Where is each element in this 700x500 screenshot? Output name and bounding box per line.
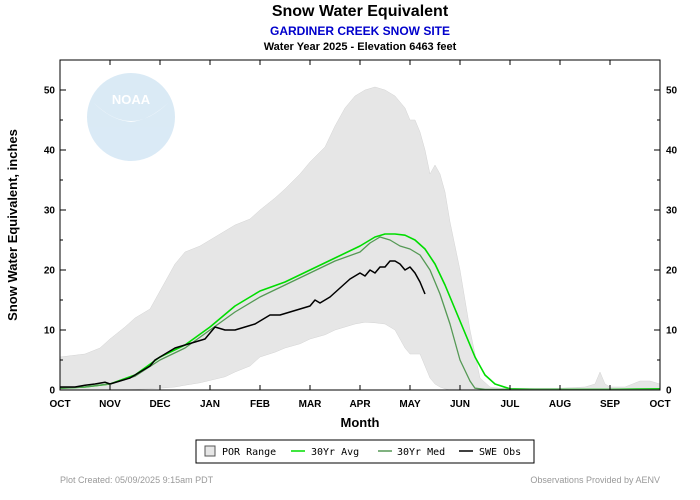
x-tick-label: MAR	[299, 399, 323, 410]
y-tick-label-left: 40	[44, 146, 56, 157]
x-tick-label: OCT	[649, 399, 670, 410]
footer-observations: Observations Provided by AENV	[530, 475, 660, 485]
y-tick-label-left: 0	[49, 386, 55, 397]
legend: POR Range 30Yr Avg 30Yr Med SWE Obs	[195, 439, 535, 464]
y-tick-label-right: 40	[666, 146, 678, 157]
x-tick-label: MAY	[399, 399, 421, 410]
chart-title: Snow Water Equivalent	[272, 3, 449, 20]
legend-label-obs: SWE Obs	[479, 447, 521, 458]
series-lines	[59, 233, 661, 391]
x-tick-label: OCT	[49, 399, 70, 410]
y-tick-label-left: 50	[44, 86, 56, 97]
x-tick-label: AUG	[549, 399, 571, 410]
x-tick-label: NOV	[99, 399, 121, 410]
x-axis-title: Month	[341, 415, 380, 430]
legend-box	[195, 439, 535, 464]
chart-subtitle: GARDINER CREEK SNOW SITE	[270, 24, 450, 38]
x-tick-label: SEP	[600, 399, 620, 410]
series-line-swe-obs	[60, 260, 426, 388]
y-tick-label-left: 10	[44, 326, 56, 337]
y-tick-label-right: 10	[666, 326, 678, 337]
x-tick-label: JUL	[501, 399, 520, 410]
y-tick-label-right: 30	[666, 206, 678, 217]
series-line-30yr-med	[59, 236, 660, 391]
legend-label-med: 30Yr Med	[397, 447, 445, 458]
x-tick-label: APR	[349, 399, 371, 410]
x-tick-label: JUN	[450, 399, 470, 410]
noaa-logo: NOAA	[87, 73, 175, 161]
x-tick-label: JAN	[200, 399, 220, 410]
legend-label-por: POR Range	[222, 447, 276, 458]
y-tick-label-left: 30	[44, 206, 56, 217]
y-tick-label-right: 50	[666, 86, 678, 97]
noaa-logo-text: NOAA	[112, 92, 151, 107]
y-axis-title: Snow Water Equivalent, inches	[5, 129, 20, 321]
y-tick-label-right: 0	[666, 386, 672, 397]
chart-info: Water Year 2025 - Elevation 6463 feet	[264, 41, 457, 53]
axis-ticks: OCT NOV DEC JAN FEB MAR APR MAY JUN JUL AUG SEP OCT 0…	[44, 60, 678, 410]
legend-label-avg: 30Yr Avg	[311, 447, 359, 458]
footer-plot-created: Plot Created: 05/09/2025 9:15am PDT	[60, 475, 214, 485]
x-tick-label: DEC	[149, 399, 170, 410]
legend-swatch-por	[204, 445, 216, 457]
x-tick-label: FEB	[250, 399, 270, 410]
y-tick-label-right: 20	[666, 266, 678, 277]
y-tick-label-left: 20	[44, 266, 56, 277]
